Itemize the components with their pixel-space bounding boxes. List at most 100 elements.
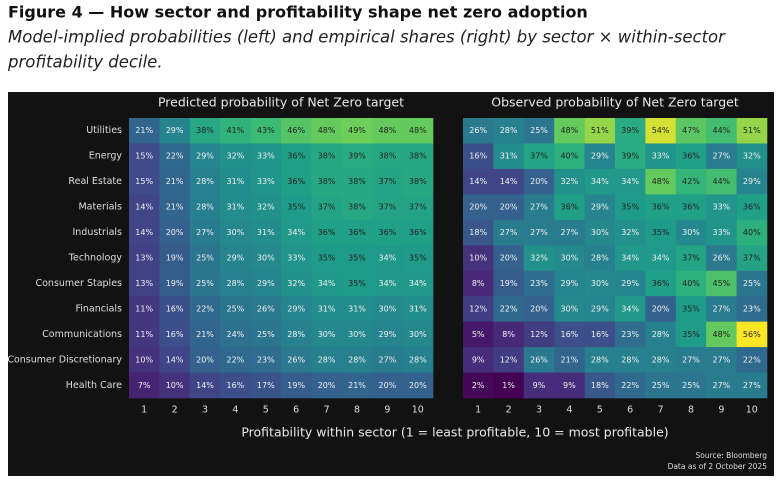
cell-label: 20% (166, 228, 184, 237)
cell-label: 29% (591, 304, 609, 313)
y-tick-label: Health Care (66, 380, 122, 391)
cell-label: 21% (196, 330, 214, 339)
cell-label: 28% (621, 355, 639, 364)
heatmap-cell (706, 347, 737, 373)
cell-label: 30% (591, 279, 609, 288)
heatmap-cell (281, 118, 312, 144)
cell-label: 31% (227, 177, 245, 186)
cell-label: 35% (348, 279, 366, 288)
heatmap-cell (615, 143, 646, 170)
heatmap-cell (311, 321, 343, 348)
x-tick-label: 7 (324, 405, 330, 416)
heatmap-cell (159, 143, 191, 170)
cell-label: 28% (196, 203, 214, 212)
x-tick-label: 10 (412, 405, 424, 416)
heatmap-cell (645, 372, 677, 399)
heatmap-cell (736, 118, 768, 144)
heatmap-cell (584, 143, 616, 170)
cell-label: 30% (348, 330, 366, 339)
cell-label: 32% (621, 228, 639, 237)
heatmap-cell (463, 168, 494, 195)
heatmap-cell (159, 219, 191, 246)
cell-label: 14% (469, 177, 487, 186)
cell-label: 32% (257, 203, 275, 212)
cell-label: 21% (348, 381, 366, 390)
heatmap-cell (736, 168, 768, 195)
heatmap-cell (189, 118, 221, 144)
heatmap-cell (523, 296, 555, 322)
heatmap-cell (645, 296, 677, 322)
heatmap-cell (250, 245, 282, 272)
heatmap-cell (250, 194, 282, 221)
cell-label: 30% (682, 228, 700, 237)
heatmap-cell (250, 143, 282, 170)
y-tick-label: Utilities (86, 125, 122, 136)
heatmap-cell (129, 168, 160, 195)
cell-label: 20% (379, 381, 397, 390)
heatmap-cell (250, 321, 282, 348)
heatmap-cell (189, 219, 221, 246)
heatmap-cell (463, 194, 494, 221)
heatmap-cell (129, 194, 160, 221)
cell-label: 22% (621, 381, 639, 390)
heatmap-cell (129, 143, 160, 170)
cell-label: 28% (591, 254, 609, 263)
heatmap-cell (523, 245, 555, 272)
cell-label: 30% (257, 254, 275, 263)
cell-label: 44% (713, 126, 731, 135)
heatmap-cell (129, 372, 160, 399)
heatmap-cell (281, 219, 312, 246)
heatmap-cell (159, 194, 191, 221)
heatmap-cell (584, 219, 616, 246)
cell-label: 37% (379, 177, 397, 186)
cell-label: 34% (409, 279, 427, 288)
cell-label: 30% (561, 304, 579, 313)
cell-label: 46% (287, 126, 305, 135)
heatmap-cell (736, 245, 768, 272)
cell-label: 12% (469, 304, 487, 313)
cell-label: 27% (713, 381, 731, 390)
cell-label: 26% (257, 304, 275, 313)
heatmap-cell (281, 270, 312, 297)
heatmap-cell (341, 219, 373, 246)
cell-label: 38% (318, 152, 336, 161)
cell-label: 25% (227, 304, 245, 313)
cell-label: 45% (713, 279, 731, 288)
cell-label: 48% (652, 177, 670, 186)
heatmap-cell (159, 118, 191, 144)
heatmap-cell (220, 270, 251, 297)
cell-label: 21% (135, 126, 153, 135)
cell-label: 34% (621, 177, 639, 186)
heatmap-cell (736, 270, 768, 297)
cell-label: 34% (652, 254, 670, 263)
cell-label: 33% (713, 203, 731, 212)
cell-label: 35% (287, 203, 305, 212)
x-tick-label: 4 (232, 405, 238, 416)
cell-label: 21% (166, 203, 184, 212)
cell-label: 17% (257, 381, 275, 390)
cell-label: 33% (287, 254, 305, 263)
cell-label: 36% (682, 203, 700, 212)
heatmap-cell (372, 347, 403, 373)
heatmap-cell (675, 143, 707, 170)
cell-label: 23% (743, 304, 761, 313)
cell-label: 39% (348, 152, 366, 161)
cell-label: 35% (621, 203, 639, 212)
cell-label: 27% (561, 228, 579, 237)
heatmap-cell (584, 321, 616, 348)
heatmap-cell (523, 118, 555, 144)
cell-label: 33% (652, 152, 670, 161)
heatmap-cell (615, 321, 646, 348)
heatmap-cell (645, 194, 677, 221)
heatmap-cell (220, 245, 251, 272)
heatmap-cell (675, 118, 707, 144)
heatmap-cell (584, 168, 616, 195)
heatmap-cell (463, 347, 494, 373)
heatmap-cell (675, 296, 707, 322)
cell-label: 23% (257, 355, 275, 364)
figure-subtitle: profitability decile. (7, 53, 163, 72)
cell-label: 38% (379, 152, 397, 161)
heatmap-cell (645, 270, 677, 297)
cell-label: 21% (561, 355, 579, 364)
cell-label: 48% (379, 126, 397, 135)
